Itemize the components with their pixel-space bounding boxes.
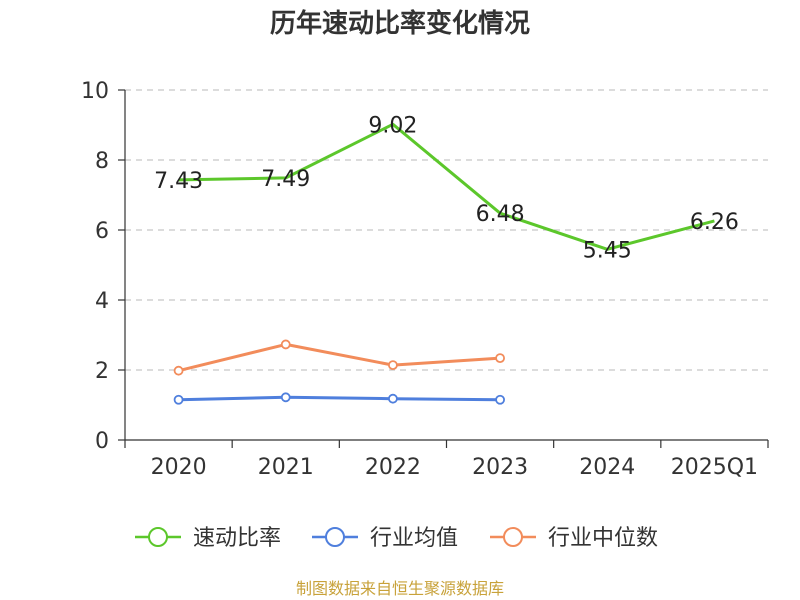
data-point [388,393,398,404]
data-label: 7.49 [261,167,310,192]
series-line-2 [178,342,501,373]
data-point [280,339,291,350]
data-label: 6.48 [476,202,525,227]
grid-lines [125,89,768,371]
chart-title: 历年速动比率变化情况 [270,8,530,39]
series-line-1 [178,395,501,402]
series-lines [173,122,715,405]
data-point [388,360,398,371]
legend-label: 行业中位数 [548,526,658,551]
data-point [495,353,505,364]
legend-item[interactable]: 行业中位数 [490,526,658,551]
x-tick-label: 2022 [365,455,421,480]
data-point [495,394,505,405]
y-tick-label: 10 [81,79,109,104]
legend-item[interactable]: 速动比率 [135,526,281,551]
legend-marker [325,527,345,547]
axes: 0 2 4 6 8 10 2020 2021 2022 2023 2024 2025Q1 [81,79,769,480]
y-tick-label: 6 [95,219,109,244]
y-tick-label: 8 [95,149,109,174]
data-point [173,394,184,405]
x-tick-label: 2023 [472,455,528,480]
legend-label: 行业均值 [370,526,458,551]
data-point [280,392,291,403]
x-tick-label: 2024 [579,455,635,480]
legend-marker [148,527,168,547]
legend-label: 速动比率 [193,526,281,551]
y-tick-label: 0 [95,429,109,454]
data-label: 6.26 [690,210,739,235]
y-tick-label: 2 [95,359,109,384]
data-label: 5.45 [583,238,632,263]
data-label: 9.02 [368,113,417,138]
x-tick-label: 2025Q1 [671,455,758,480]
source-note: 制图数据来自恒生聚源数据库 [296,579,504,598]
legend-item[interactable]: 行业均值 [312,526,458,551]
legend: 速动比率 行业均值 行业中位数 [135,526,658,551]
legend-marker [503,527,523,547]
data-point [173,365,184,376]
data-label: 7.43 [154,169,203,194]
x-tick-label: 2021 [258,455,314,480]
data-labels: 7.43 7.49 9.02 6.48 5.45 6.26 [154,113,739,263]
x-tick-label: 2020 [151,455,207,480]
y-tick-label: 4 [95,289,109,314]
series-line-0 [178,122,715,251]
